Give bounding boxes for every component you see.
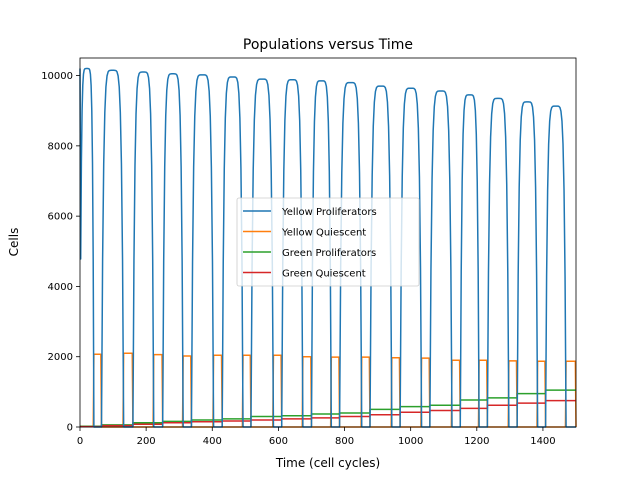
y-tick-label: 0: [67, 423, 73, 434]
x-tick-label: 0: [77, 436, 83, 447]
x-axis: 0 200 400 600 800 1000 1200 1400: [77, 427, 556, 447]
y-axis: 0 2000 4000 6000 8000 10000: [41, 71, 80, 434]
series-line-yellow-proliferators: [79, 67, 576, 428]
x-tick-label: 200: [137, 436, 156, 447]
x-axis-label: Time (cell cycles): [275, 456, 380, 470]
legend-label: Green Proliferators: [282, 248, 376, 259]
x-tick-label: 800: [335, 436, 354, 447]
y-axis-label: Cells: [7, 228, 21, 257]
series-line-yellow-quiescent: [92, 352, 577, 428]
x-tick-label: 600: [269, 436, 288, 447]
y-tick-label: 6000: [48, 212, 73, 223]
x-tick-label: 1400: [530, 436, 555, 447]
x-tick-label: 400: [203, 436, 222, 447]
plot-frame: [79, 57, 577, 428]
x-tick-label: 1200: [464, 436, 489, 447]
legend-label: Yellow Quiescent: [281, 228, 366, 239]
y-tick-label: 2000: [48, 352, 73, 363]
legend-label: Green Quiescent: [282, 269, 366, 280]
x-tick-label: 1000: [398, 436, 423, 447]
chart-title: Populations versus Time: [243, 37, 413, 53]
legend-box: [236, 197, 420, 287]
legend: Yellow Proliferators Yellow Quiescent Gree…: [236, 197, 420, 287]
y-tick-label: 8000: [48, 141, 73, 152]
y-tick-label: 4000: [48, 282, 73, 293]
legend-label: Yellow Proliferators: [281, 207, 377, 218]
y-tick-label: 10000: [41, 71, 73, 82]
